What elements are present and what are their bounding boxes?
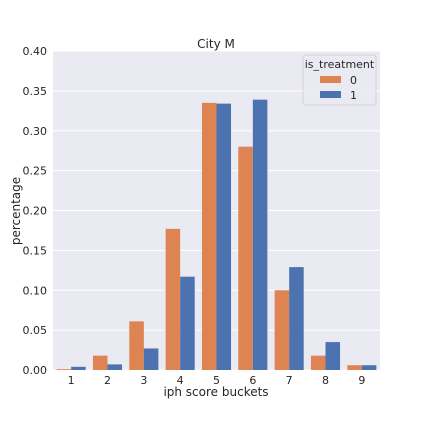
y-tick-label: 0.05 xyxy=(23,324,48,337)
y-tick-label: 0.40 xyxy=(23,45,48,58)
x-tick-label: 8 xyxy=(322,374,329,387)
x-axis-ticks: 1 2 3 4 5 6 7 8 9 xyxy=(68,374,366,387)
x-tick-label: 9 xyxy=(358,374,365,387)
x-tick-label: 3 xyxy=(140,374,147,387)
bar-series-0-4 xyxy=(165,228,181,370)
x-tick-label: 1 xyxy=(68,374,75,387)
bar-series-0-6 xyxy=(238,146,253,370)
chart-title: City M xyxy=(197,37,235,51)
legend-title: is_treatment xyxy=(305,58,375,71)
bar-series-1-2 xyxy=(107,364,123,370)
y-tick-label: 0.10 xyxy=(23,284,48,297)
x-tick-label: 7 xyxy=(286,374,293,387)
bar-series-1-3 xyxy=(143,348,159,370)
y-tick-label: 0.20 xyxy=(23,205,48,218)
y-axis-ticks: 0.00 0.05 0.10 0.15 0.20 0.25 0.30 0.35 0.40 xyxy=(23,45,48,377)
bar-series-0-5 xyxy=(201,102,217,371)
legend: is_treatment 0 1 xyxy=(302,54,377,106)
bar-series-1-5 xyxy=(216,103,232,370)
y-tick-label: 0.35 xyxy=(23,85,48,98)
legend-swatch-0 xyxy=(320,76,341,83)
bar-series-1-7 xyxy=(289,267,304,370)
bar-series-0-7 xyxy=(274,290,290,370)
bar-series-1-9 xyxy=(361,365,377,370)
bar-series-1-4 xyxy=(180,276,195,370)
bar-series-1-6 xyxy=(252,99,268,371)
y-tick-label: 0.00 xyxy=(23,364,48,377)
y-tick-label: 0.30 xyxy=(23,125,48,138)
legend-label-1: 1 xyxy=(350,89,357,102)
y-tick-label: 0.15 xyxy=(23,244,48,257)
y-axis-label: percentage xyxy=(9,177,23,245)
x-tick-label: 5 xyxy=(213,374,220,387)
bars xyxy=(56,99,377,371)
legend-swatch-1 xyxy=(320,91,341,98)
legend-label-0: 0 xyxy=(350,74,357,87)
bar-series-1-8 xyxy=(325,342,341,370)
bar-series-0-2 xyxy=(92,355,108,370)
x-tick-label: 2 xyxy=(104,374,111,387)
bar-series-1-1 xyxy=(71,366,86,370)
bar-series-0-9 xyxy=(347,365,362,370)
x-tick-label: 6 xyxy=(249,374,256,387)
x-tick-label: 4 xyxy=(177,374,184,387)
bar-series-0-3 xyxy=(129,321,144,370)
bar-series-0-8 xyxy=(310,355,326,370)
x-axis-label: iph score buckets xyxy=(163,385,268,399)
bar-series-0-1 xyxy=(56,369,72,370)
y-tick-label: 0.25 xyxy=(23,165,48,178)
